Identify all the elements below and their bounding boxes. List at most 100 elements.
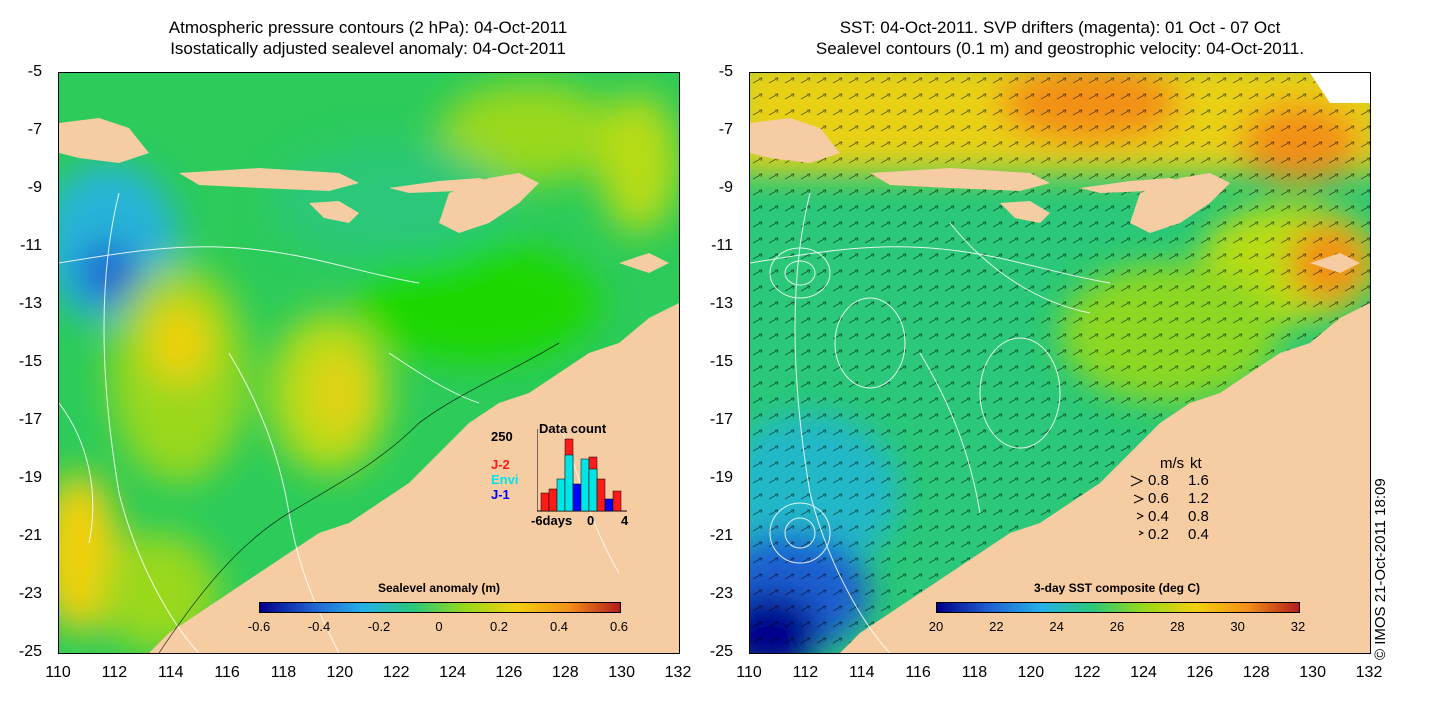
colorbar-tick-label: 28: [1170, 619, 1185, 634]
inset-xtick-zero: 0: [587, 513, 595, 528]
velocity-key-header-ms: m/s: [1160, 455, 1185, 472]
colorbar-tick-label: 32: [1290, 619, 1306, 634]
x-tick-label: 110: [45, 664, 71, 681]
x-tick-label: 112: [792, 664, 819, 681]
y-tick-label: -11: [711, 237, 733, 254]
inset-bars: [537, 429, 627, 512]
inset-xtick-end: 4: [621, 513, 629, 528]
y-tick-label: -19: [18, 469, 42, 486]
inset-legend-envi: Envi: [491, 472, 519, 487]
inset-legend-j1: J-1: [491, 487, 510, 502]
x-tick-label: 122: [1073, 664, 1101, 681]
velocity-key-ms-3: 0.4: [1148, 508, 1169, 525]
velocity-key-kt-1: 1.6: [1188, 472, 1209, 489]
right-title-line2: Sealevel contours (0.1 m) and geostrophi…: [815, 39, 1305, 58]
colorbar-tick-label: 0.6: [609, 619, 629, 634]
y-tick-label: -17: [709, 411, 733, 428]
velocity-key-kt-2: 1.2: [1188, 490, 1209, 507]
x-tick-label: 124: [439, 664, 466, 681]
velocity-key: m/s kt 0.8 1.6 0.6 1.2 0.4 0.8 0.2 0.4: [1128, 455, 1238, 545]
y-tick-label: -5: [27, 63, 42, 80]
x-tick-label: 132: [664, 664, 692, 681]
y-tick-label: -7: [718, 121, 733, 138]
y-tick-label: -21: [18, 527, 42, 544]
colorbar-tick-label: 0.2: [489, 619, 509, 634]
colorbar-tick-label: 22: [989, 619, 1004, 634]
x-tick-label: 118: [270, 664, 297, 681]
x-tick-label: 120: [326, 664, 354, 681]
x-tick-label: 122: [382, 664, 410, 681]
left-y-axis: -5 -7 -9 -11 -13 -15 -17 -19 -21 -23 -25: [10, 63, 52, 660]
y-tick-label: -25: [709, 643, 733, 660]
colorbar-tick-label: 0.4: [549, 619, 569, 634]
x-tick-label: 126: [1186, 664, 1214, 681]
left-colorbar-title: Sealevel anomaly (m): [377, 581, 501, 595]
inset-xtick-start: -6days: [531, 513, 573, 528]
right-x-axis: 110 112 114 116 118 120 122 124 126 128 130 132: [736, 664, 1382, 686]
data-count-inset: Data count 250 J-2 Envi J-1 -6days 0 4: [481, 421, 641, 533]
right-colorbar-title: 3-day SST composite (deg C): [1033, 581, 1201, 595]
right-colorbar-ticks: 20 22 24 26 28 30 32: [929, 619, 1305, 637]
y-tick-label: -25: [18, 643, 42, 660]
y-tick-label: -9: [718, 179, 733, 196]
x-tick-label: 118: [961, 664, 988, 681]
velocity-key-kt-4: 0.4: [1188, 526, 1209, 543]
velocity-key-ms-2: 0.6: [1148, 490, 1169, 507]
x-tick-label: 124: [1130, 664, 1157, 681]
x-tick-label: 110: [736, 664, 762, 681]
sealevel-anomaly-field: [59, 73, 679, 653]
x-tick-label: 128: [1242, 664, 1270, 681]
y-tick-label: -17: [18, 411, 42, 428]
x-tick-label: 112: [101, 664, 128, 681]
x-tick-label: 126: [495, 664, 523, 681]
colorbar-tick-label: -0.2: [367, 619, 391, 634]
x-tick-label: 132: [1355, 664, 1383, 681]
colorbar-tick-label: -0.4: [307, 619, 331, 634]
inset-ymax: 250: [491, 429, 513, 444]
y-tick-label: -21: [709, 527, 733, 544]
x-tick-label: 120: [1017, 664, 1045, 681]
velocity-key-arrow-3: [1136, 511, 1145, 520]
velocity-key-ms-4: 0.2: [1148, 526, 1169, 543]
left-x-axis: 110 112 114 116 118 120 122 124 126 128 130 132: [45, 664, 691, 686]
colorbar-tick-label: -0.6: [247, 619, 271, 634]
sealevel-anomaly-map: Data count 250 J-2 Envi J-1 -6days 0 4 S…: [58, 72, 680, 654]
sst-map: m/s kt 0.8 1.6 0.6 1.2 0.4 0.8 0.2 0.4 3…: [749, 72, 1371, 654]
velocity-key-arrow-1: [1130, 475, 1144, 487]
x-tick-label: 116: [905, 664, 931, 681]
x-tick-label: 116: [214, 664, 240, 681]
velocity-key-arrow-2: [1133, 493, 1145, 504]
colorbar-tick-label: 30: [1230, 619, 1245, 634]
inset-legend-j2: J-2: [491, 457, 510, 472]
y-tick-label: -13: [18, 295, 42, 312]
y-tick-label: -23: [18, 585, 42, 602]
colorbar-tick-label: 0: [435, 619, 443, 634]
left-title-line1: Atmospheric pressure contours (2 hPa): 0…: [168, 18, 568, 37]
left-title-line2: Isostatically adjusted sealevel anomaly:…: [170, 39, 566, 58]
y-tick-label: -15: [18, 353, 42, 370]
colorbar-tick-label: 26: [1109, 619, 1125, 634]
y-tick-label: -5: [718, 63, 733, 80]
velocity-key-ms-1: 0.8: [1148, 472, 1169, 489]
y-tick-label: -19: [709, 469, 733, 486]
inset-title: Data count: [539, 421, 607, 436]
right-title-line1: SST: 04-Oct-2011. SVP drifters (magenta)…: [839, 18, 1281, 37]
right-colorbar: [936, 602, 1300, 613]
y-tick-label: -7: [27, 121, 42, 138]
x-tick-label: 114: [848, 664, 875, 681]
x-tick-label: 114: [157, 664, 184, 681]
y-tick-label: -11: [20, 237, 42, 254]
velocity-key-header-kt: kt: [1190, 455, 1202, 472]
y-tick-label: -23: [709, 585, 733, 602]
colorbar-tick-label: 20: [928, 619, 944, 634]
left-colorbar: [259, 602, 621, 613]
velocity-key-kt-3: 0.8: [1188, 508, 1209, 525]
y-tick-label: -9: [27, 179, 42, 196]
x-tick-label: 130: [608, 664, 635, 681]
x-tick-label: 128: [551, 664, 579, 681]
velocity-key-arrow-4: [1138, 529, 1145, 536]
right-y-axis: -5 -7 -9 -11 -13 -15 -17 -19 -21 -23 -25: [701, 63, 743, 660]
copyright-text: © IMOS 21-Oct-2011 18:09: [1372, 478, 1389, 660]
left-colorbar-ticks: -0.6 -0.4 -0.2 0 0.2 0.4 0.6: [248, 619, 628, 637]
y-tick-label: -13: [709, 295, 733, 312]
